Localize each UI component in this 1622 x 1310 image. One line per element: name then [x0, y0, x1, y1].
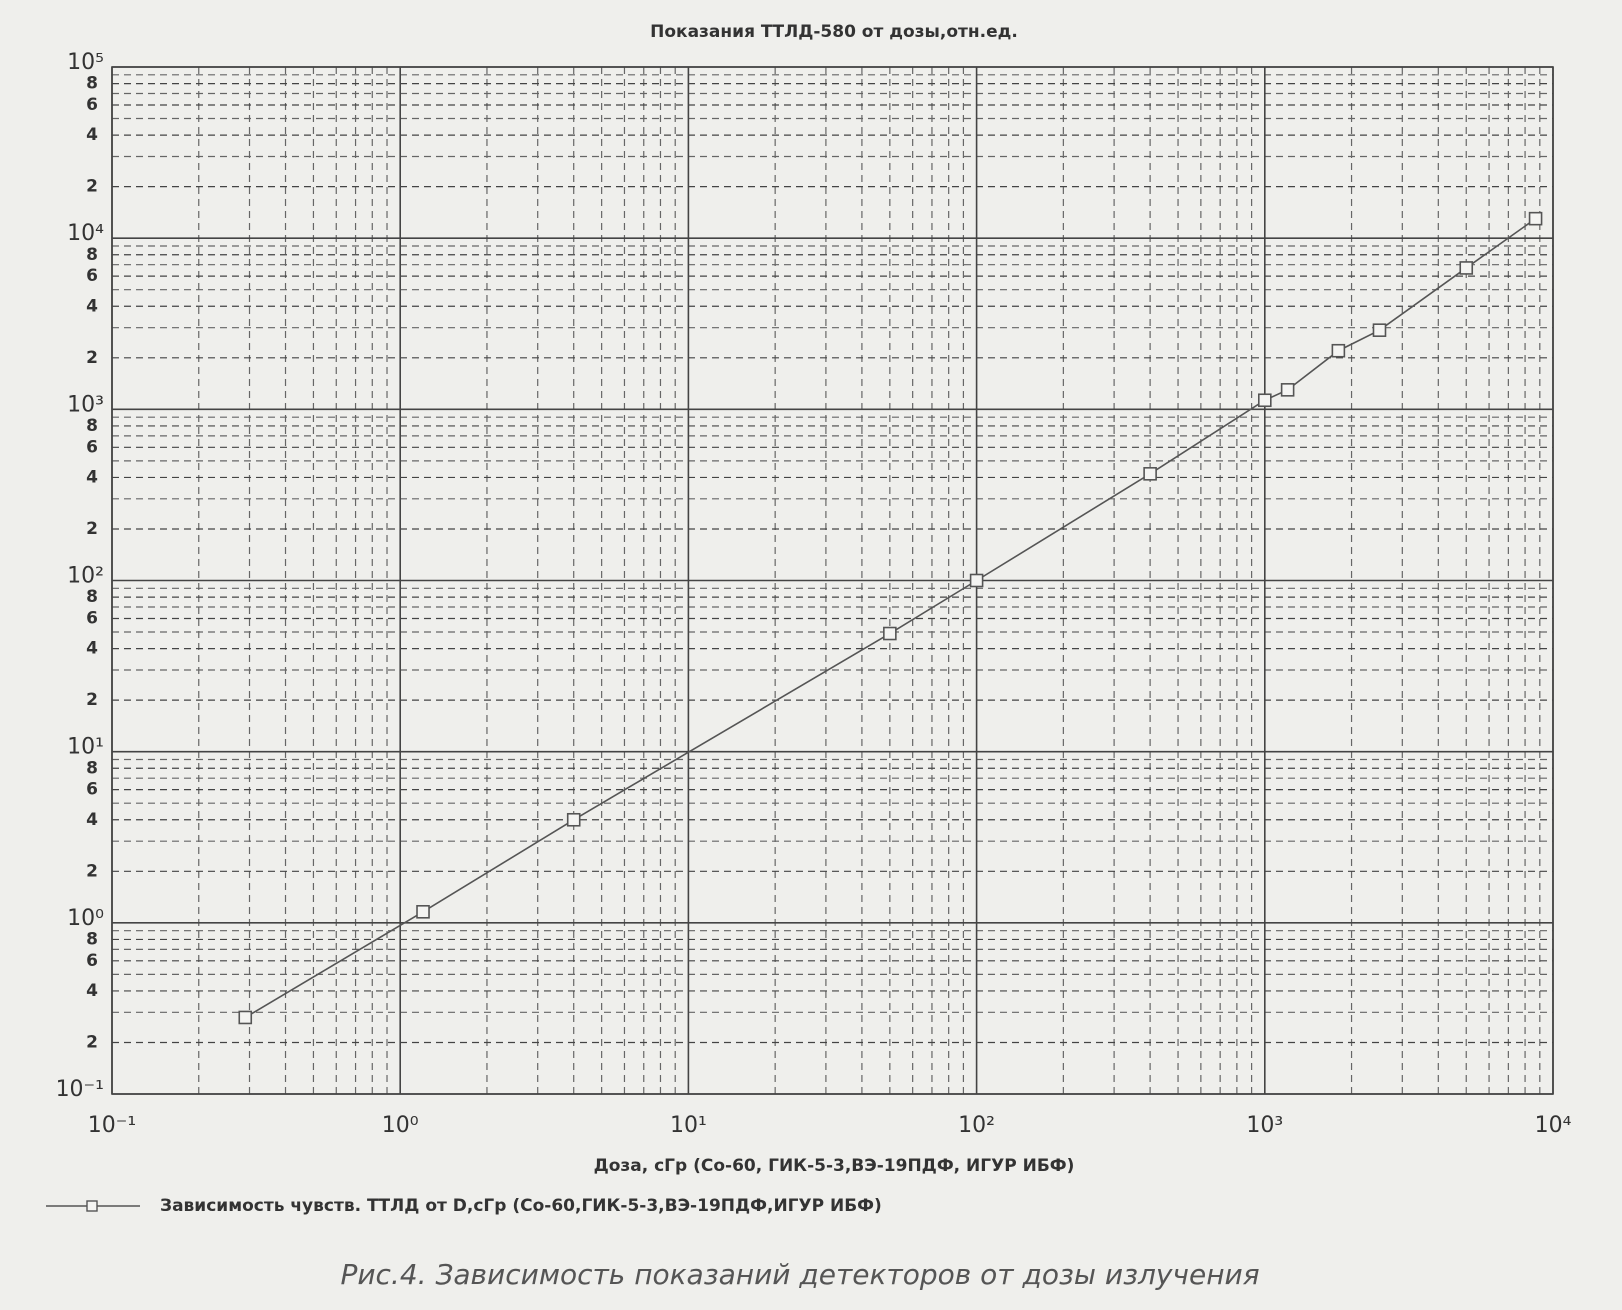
y-tick-label: 10⁻¹: [56, 1077, 104, 1102]
y-tick-label: 10⁴: [67, 221, 104, 246]
y-tick-label: 6: [86, 266, 98, 286]
x-tick-label: 10⁰: [382, 1113, 419, 1138]
marker: [416, 905, 430, 919]
marker: [1143, 467, 1157, 481]
y-tick-label: 10³: [67, 392, 104, 417]
y-tick-label: 8: [86, 758, 98, 778]
figure-caption: Рис.4. Зависимость показаний детекторов …: [340, 1258, 1259, 1291]
marker: [1280, 383, 1295, 397]
x-tick-label: 10¹: [670, 1113, 707, 1138]
y-tick-label: 2: [86, 690, 98, 710]
marker: [238, 1010, 253, 1025]
y-tick-label: 2: [86, 861, 98, 881]
y-tick-label: 4: [86, 296, 98, 316]
marker: [1258, 393, 1272, 408]
legend-marker: [86, 1200, 98, 1212]
y-tick-label: 8: [86, 245, 98, 265]
y-tick-label: 2: [86, 519, 98, 539]
y-tick-label: 6: [86, 437, 98, 457]
chart-title: Показания ТТЛД-580 от дозы,отн.ед.: [650, 22, 1018, 42]
y-tick-label: 10⁵: [67, 50, 104, 75]
marker: [969, 573, 984, 588]
y-tick-label: 4: [86, 810, 98, 830]
y-tick-label: 8: [86, 416, 98, 436]
y-tick-label: 6: [86, 95, 98, 115]
y-tick-label: 6: [86, 608, 98, 628]
marker: [566, 812, 581, 827]
y-tick-label: 10¹: [67, 735, 104, 760]
y-tick-label: 8: [86, 929, 98, 949]
marker: [1331, 343, 1346, 358]
y-tick-label: 4: [86, 467, 98, 487]
y-tick-label: 4: [86, 981, 98, 1001]
x-tick-label: 10⁴: [1535, 1113, 1572, 1138]
y-tick-label: 2: [86, 1032, 98, 1052]
marker: [1372, 323, 1387, 337]
y-tick-label: 10²: [67, 564, 104, 589]
y-tick-label: 2: [86, 348, 98, 368]
x-tick-label: 10²: [958, 1113, 995, 1138]
y-tick-label: 6: [86, 951, 98, 971]
y-tick-label: 4: [86, 125, 98, 145]
y-tick-label: 4: [86, 639, 98, 659]
y-tick-label: 10⁰: [67, 906, 104, 931]
marker: [1459, 261, 1474, 275]
series-line: [244, 218, 1537, 1019]
y-tick-label: 8: [86, 587, 98, 607]
x-axis-label: Доза, сГр (Со-60, ГИК-5-3,ВЭ-19ПДФ, ИГУР…: [594, 1156, 1075, 1176]
y-tick-label: 6: [86, 780, 98, 800]
x-tick-label: 10³: [1246, 1113, 1283, 1138]
legend-label: Зависимость чувств. ТТЛД от D,сГр (Со-60…: [160, 1196, 882, 1216]
marker: [1528, 211, 1543, 226]
plot-frame: [111, 66, 1554, 1095]
marker: [883, 626, 897, 641]
y-tick-label: 8: [86, 74, 98, 94]
y-tick-label: 2: [86, 177, 98, 197]
x-tick-label: 10⁻¹: [88, 1113, 136, 1138]
